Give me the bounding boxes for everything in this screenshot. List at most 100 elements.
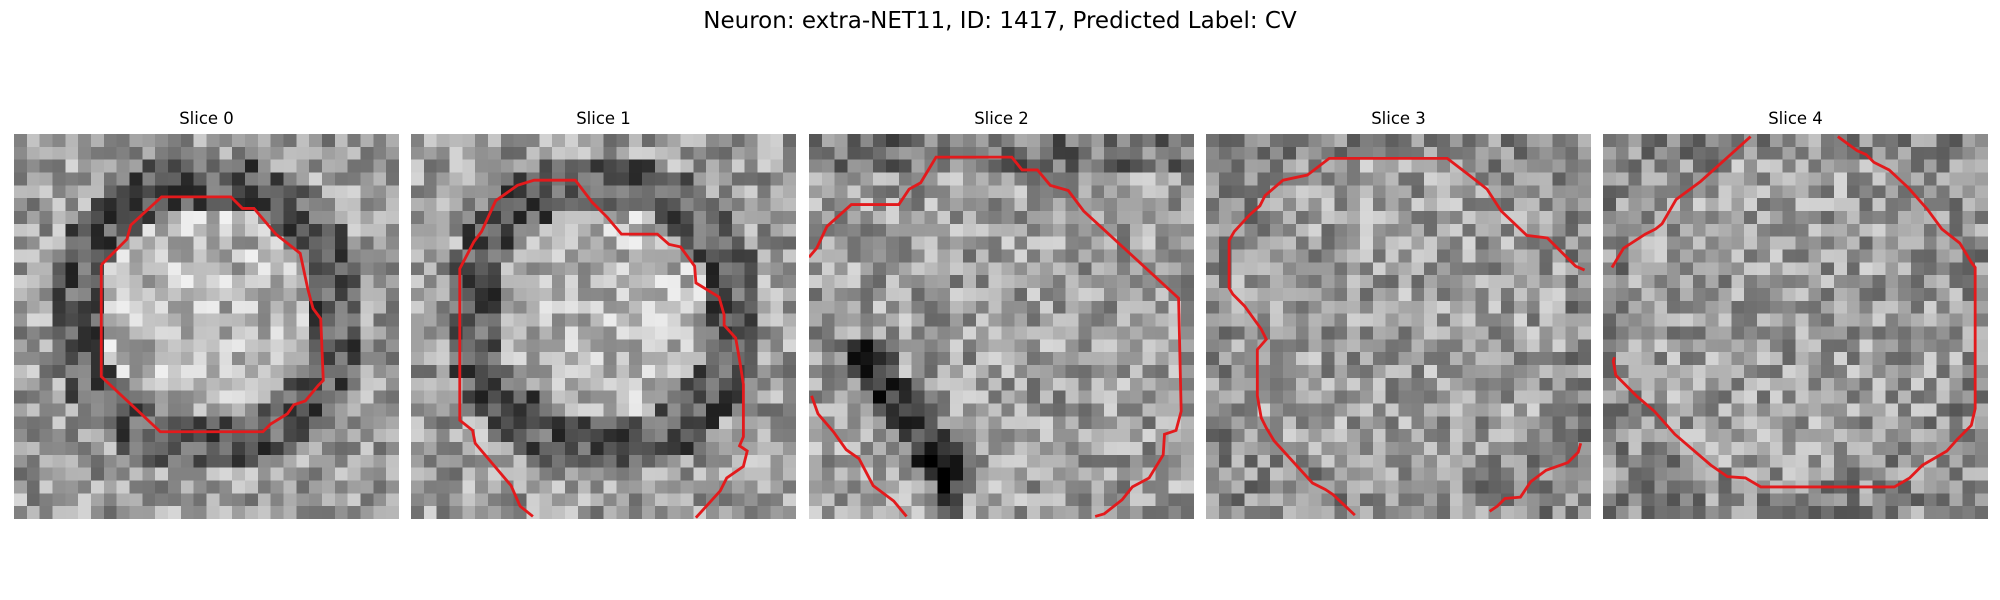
image-pixel	[1680, 300, 1694, 314]
image-pixel	[1372, 352, 1386, 366]
image-pixel	[1181, 275, 1194, 289]
image-pixel	[1962, 275, 1976, 289]
image-pixel	[1231, 185, 1245, 199]
image-pixel	[744, 403, 758, 417]
image-pixel	[1718, 339, 1732, 353]
image-pixel	[1552, 211, 1566, 225]
image-pixel	[1360, 454, 1374, 468]
image-pixel	[168, 454, 182, 468]
image-pixel	[860, 185, 874, 199]
image-pixel	[1975, 275, 1988, 289]
image-pixel	[411, 198, 425, 212]
image-pixel	[1718, 493, 1732, 507]
image-pixel	[296, 185, 310, 199]
image-pixel	[770, 442, 784, 456]
image-pixel	[1514, 377, 1528, 391]
image-pixel	[834, 134, 848, 148]
image-pixel	[1808, 211, 1822, 225]
image-pixel	[309, 493, 323, 507]
image-pixel	[347, 275, 361, 289]
image-pixel	[39, 480, 53, 494]
image-pixel	[129, 493, 143, 507]
image-pixel	[1488, 429, 1502, 443]
image-pixel	[1308, 134, 1322, 148]
image-pixel	[1641, 134, 1655, 148]
image-pixel	[334, 198, 348, 212]
image-pixel	[1526, 300, 1540, 314]
image-pixel	[1680, 493, 1694, 507]
image-pixel	[386, 467, 399, 481]
image-pixel	[552, 467, 566, 481]
image-pixel	[1001, 249, 1015, 263]
segmentation-contour	[99, 195, 325, 434]
image-pixel	[245, 352, 259, 366]
image-pixel	[245, 211, 259, 225]
image-pixel	[1411, 377, 1425, 391]
image-pixel	[1206, 211, 1220, 225]
image-pixel	[1757, 185, 1771, 199]
image-pixel	[296, 313, 310, 327]
image-pixel	[322, 429, 336, 443]
image-pixel	[1065, 390, 1079, 404]
image-pixel	[1411, 159, 1425, 173]
image-pixel	[1962, 442, 1976, 456]
image-pixel	[1834, 390, 1848, 404]
image-pixel	[1744, 339, 1758, 353]
image-pixel	[1244, 377, 1258, 391]
image-pixel	[296, 134, 310, 148]
image-pixel	[731, 185, 745, 199]
image-pixel	[296, 467, 310, 481]
image-pixel	[1206, 300, 1220, 314]
image-pixel	[629, 288, 643, 302]
image-pixel	[1372, 146, 1386, 160]
image-pixel	[1027, 416, 1041, 430]
image-pixel	[1283, 506, 1297, 519]
image-pixel	[270, 198, 284, 212]
image-pixel	[1692, 352, 1706, 366]
image-pixel	[1411, 365, 1425, 379]
image-pixel	[963, 159, 977, 173]
image-pixel	[809, 172, 823, 186]
image-pixel	[449, 442, 463, 456]
image-pixel	[642, 377, 656, 391]
image-pixel	[1231, 249, 1245, 263]
image-pixel	[1308, 365, 1322, 379]
image-pixel	[168, 442, 182, 456]
image-pixel	[1142, 454, 1156, 468]
image-pixel	[1615, 198, 1629, 212]
image-pixel	[1437, 172, 1451, 186]
image-pixel	[1257, 339, 1271, 353]
image-pixel	[1449, 390, 1463, 404]
image-pixel	[1514, 365, 1528, 379]
image-pixel	[924, 454, 938, 468]
image-pixel	[39, 403, 53, 417]
image-pixel	[809, 313, 823, 327]
image-pixel	[1104, 249, 1118, 263]
image-pixel	[309, 236, 323, 250]
image-pixel	[334, 300, 348, 314]
image-pixel	[1705, 467, 1719, 481]
image-pixel	[1065, 275, 1079, 289]
image-pixel	[1001, 159, 1015, 173]
image-pixel	[1142, 223, 1156, 237]
image-pixel	[1782, 365, 1796, 379]
image-pixel	[423, 249, 437, 263]
image-pixel	[423, 146, 437, 160]
image-pixel	[168, 493, 182, 507]
image-pixel	[1001, 198, 1015, 212]
image-pixel	[847, 236, 861, 250]
image-pixel	[1731, 339, 1745, 353]
image-pixel	[1552, 442, 1566, 456]
image-pixel	[488, 352, 502, 366]
image-pixel	[1578, 416, 1591, 430]
image-pixel	[1526, 313, 1540, 327]
image-pixel	[847, 506, 861, 519]
image-pixel	[1757, 377, 1771, 391]
image-pixel	[360, 506, 374, 519]
image-pixel	[1078, 403, 1092, 417]
image-pixel	[1001, 352, 1015, 366]
image-pixel	[360, 236, 374, 250]
image-pixel	[1411, 198, 1425, 212]
image-pixel	[1936, 377, 1950, 391]
image-pixel	[411, 223, 425, 237]
